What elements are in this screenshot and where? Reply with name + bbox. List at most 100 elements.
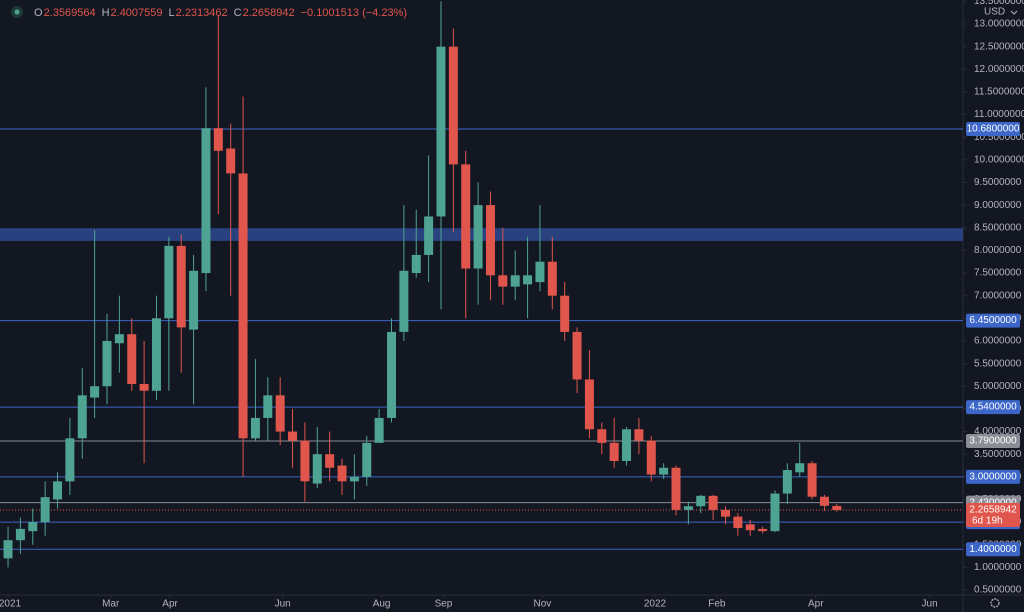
last-price-box — [966, 503, 1020, 528]
candle-body — [634, 429, 644, 441]
candle-body — [659, 467, 669, 475]
candle-body — [795, 463, 805, 473]
x-tick-label: Apr — [808, 599, 824, 610]
candle-body — [498, 275, 508, 287]
candle-body — [832, 505, 842, 511]
candle-body — [176, 245, 186, 328]
candle-body — [201, 128, 211, 274]
candle-body — [696, 495, 706, 507]
candle-body — [65, 438, 75, 482]
x-tick-label: Mar — [102, 599, 120, 610]
candle-body — [387, 331, 397, 418]
y-tick-label: 12.5000000 — [974, 41, 1024, 52]
candle-body — [584, 379, 594, 430]
candle-body — [3, 540, 13, 559]
y-tick-label: 4.0000000 — [974, 426, 1022, 437]
candle-body — [758, 528, 768, 532]
candle-body — [733, 516, 743, 528]
candle-body — [189, 270, 199, 330]
header-change: −0.1001513 (−4.23%) — [301, 7, 407, 19]
candle-body — [325, 454, 335, 468]
level-label: 10.6800000 — [967, 124, 1020, 135]
x-tick-label: Jun — [275, 599, 291, 610]
candle-body — [510, 275, 520, 287]
header-key: C — [234, 7, 242, 19]
candle-body — [213, 128, 223, 151]
candle-body — [448, 46, 458, 165]
candle-body — [708, 495, 718, 510]
candle-body — [164, 245, 174, 319]
candle-body — [275, 395, 285, 432]
y-tick-label: 3.5000000 — [974, 449, 1022, 460]
x-tick-label: 2022 — [644, 599, 667, 610]
y-tick-label: 6.0000000 — [974, 336, 1022, 347]
candle-body — [807, 463, 817, 497]
header-key: O — [34, 7, 43, 19]
candle-body — [473, 205, 483, 269]
currency-caret — [1010, 10, 1018, 15]
y-tick-label: 10.5000000 — [974, 132, 1024, 143]
candle-body — [226, 148, 236, 174]
candle-body — [683, 506, 693, 510]
candle-body — [90, 386, 100, 398]
header-key: L — [169, 7, 175, 19]
y-tick-label: 5.0000000 — [974, 381, 1022, 392]
status-dot — [14, 9, 20, 15]
candle-body — [411, 254, 421, 274]
currency: USD — [984, 7, 1005, 18]
y-tick-label: 0.5000000 — [974, 585, 1022, 596]
y-tick-label: 9.0000000 — [974, 200, 1022, 211]
candle-body — [609, 442, 619, 461]
candle-body — [312, 454, 322, 484]
y-tick-label: 11.0000000 — [974, 109, 1024, 120]
level-label: 3.7900000 — [969, 436, 1017, 447]
candle-body — [288, 431, 298, 441]
y-tick-label: 8.0000000 — [974, 245, 1022, 256]
level-label: 6.4500000 — [969, 315, 1017, 326]
candle-body — [28, 522, 38, 532]
candle-body — [102, 340, 112, 387]
header-value: 2.3569564 — [44, 7, 96, 19]
level-label-box — [966, 434, 1020, 449]
candle-body — [127, 334, 137, 384]
candle-body — [15, 528, 25, 541]
candle-body — [461, 164, 471, 269]
currency-box[interactable] — [976, 5, 1018, 19]
x-tick-label: Sep — [435, 599, 453, 610]
candle-body — [485, 205, 495, 276]
settings-icon[interactable] — [990, 598, 1000, 608]
y-tick-label: 12.0000000 — [974, 64, 1024, 75]
candle-body — [300, 440, 310, 482]
candle-body — [535, 261, 545, 283]
y-tick-label: 7.0000000 — [974, 290, 1022, 301]
header-value: 2.2313462 — [176, 7, 228, 19]
candle-body — [560, 295, 570, 332]
candle-body — [819, 496, 829, 506]
candle-body — [139, 383, 149, 391]
candle-body — [238, 173, 248, 439]
y-tick-label: 13.5000000 — [974, 0, 1024, 7]
header-value: 2.2658942 — [243, 7, 295, 19]
candle-body — [53, 481, 63, 500]
y-tick-label: 11.5000000 — [974, 87, 1024, 98]
level-label: 2.4300000 — [969, 497, 1017, 508]
last-price-label: 2.2658942 — [969, 505, 1017, 516]
candle-body — [40, 497, 50, 523]
level-label-box — [966, 313, 1020, 328]
candle-body — [263, 395, 273, 418]
level-label-box — [966, 542, 1020, 557]
x-tick-label: Apr — [162, 599, 178, 610]
candle-body — [671, 467, 681, 510]
candle-body — [770, 493, 780, 532]
level-label-box — [966, 122, 1020, 137]
countdown-label: 6d 19h — [972, 516, 1003, 527]
candle-body — [622, 429, 632, 461]
candle-body — [523, 275, 533, 285]
candle-body — [349, 476, 359, 482]
y-tick-label: 8.5000000 — [974, 222, 1022, 233]
candle-body — [782, 470, 792, 494]
candle-body — [337, 465, 347, 482]
candle-body — [646, 440, 656, 475]
